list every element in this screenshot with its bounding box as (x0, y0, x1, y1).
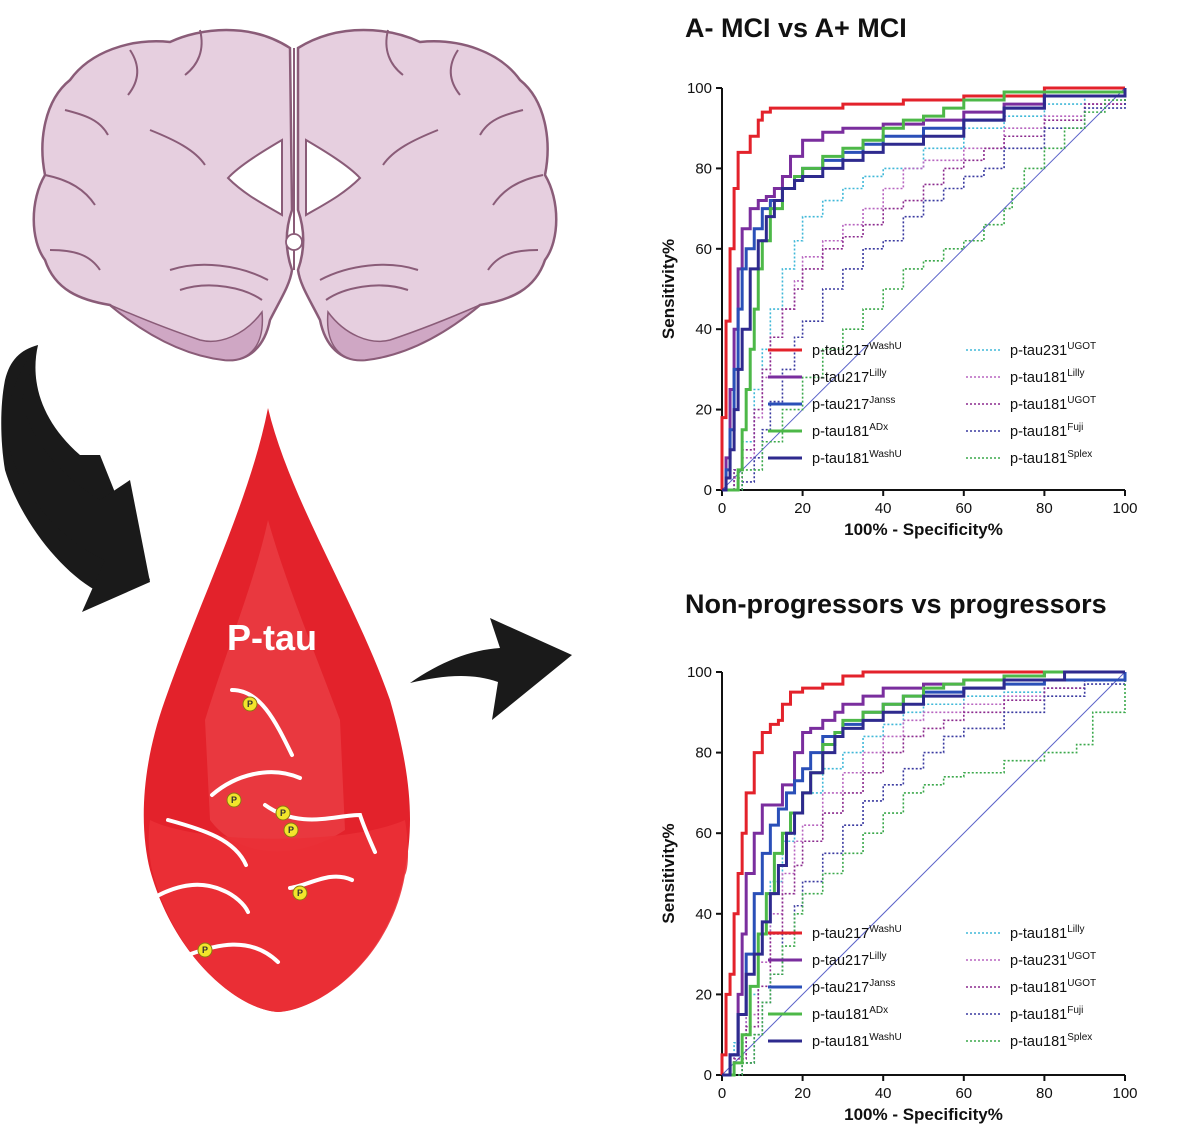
roc-curve-p-tau217-Lilly (722, 670, 1125, 1077)
legend-entry: p-tau217Lilly (812, 368, 886, 386)
chart-title: Non-progressors vs progressors (685, 589, 1107, 619)
roc-curve-p-tau231-UGOT (722, 88, 1126, 491)
legend-entry: p-tau181Splex (1010, 1032, 1092, 1050)
legend-entry: p-tau181Fuji (1010, 1005, 1083, 1023)
y-tick-label: 80 (695, 160, 712, 177)
legend-entry: p-tau231UGOT (1010, 341, 1096, 359)
blood-drop-icon: P-tau P P P P P P (143, 408, 410, 1012)
x-tick-label: 20 (794, 500, 811, 517)
legend-entry: p-tau181Fuji (1010, 422, 1083, 440)
legend-entry: p-tau181UGOT (1010, 978, 1096, 996)
x-tick-label: 20 (794, 1085, 811, 1102)
y-tick-label: 0 (704, 1067, 712, 1084)
y-tick-label: 60 (695, 825, 712, 842)
legend-entry: p-tau181Splex (1010, 449, 1092, 467)
legend-entry: p-tau217Lilly (812, 951, 886, 969)
phospho-letter: P (247, 699, 253, 709)
y-tick-label: 100 (687, 664, 712, 681)
roc-curve-p-tau181-Fuji (722, 88, 1126, 491)
y-tick-label: 0 (704, 482, 712, 499)
roc-chart-amyloid: A- MCI vs A+ MCI 0 20 40 60 80 100 0 20 40 60 80 100… (659, 13, 1138, 539)
roc-curve-p-tau217-WashU (720, 670, 1125, 1075)
y-tick-label: 40 (695, 321, 712, 338)
drop-label: P-tau (227, 617, 317, 658)
phospho-letter: P (280, 808, 286, 818)
legend-entry: p-tau231UGOT (1010, 951, 1096, 969)
right-arrow-icon (410, 618, 572, 720)
roc-curve-p-tau181-ADx (722, 88, 1127, 492)
x-tick-label: 40 (875, 500, 892, 517)
roc-curve-p-tau217-WashU (720, 86, 1125, 490)
y-tick-label: 40 (695, 906, 712, 923)
phospho-markers: P P P P P P (197, 696, 308, 958)
y-tick-label: 60 (695, 241, 712, 258)
x-tick-label: 100 (1112, 1085, 1137, 1102)
phospho-letter: P (288, 825, 294, 835)
legend-entry: p-tau181UGOT (1010, 395, 1096, 413)
x-tick-label: 40 (875, 1085, 892, 1102)
y-tick-label: 20 (695, 986, 712, 1003)
y-axis-label: Sensitivity% (659, 823, 678, 923)
x-tick-label: 80 (1036, 1085, 1053, 1102)
roc-curve-p-tau181-WashU (722, 670, 1125, 1077)
x-tick-label: 60 (955, 1085, 972, 1102)
x-tick-label: 60 (955, 500, 972, 517)
legend-entry: p-tau181WashU (812, 449, 902, 467)
roc-curve-p-tau181-UGOT (722, 672, 1126, 1076)
x-tick-label: 0 (718, 1085, 726, 1102)
reference-line (721, 671, 1126, 1076)
tau-filaments (148, 688, 377, 964)
legend-entry: p-tau181WashU (812, 1032, 902, 1050)
phospho-letter: P (202, 945, 208, 955)
legend-entry: p-tau181Lilly (1010, 924, 1084, 942)
y-axis-label: Sensitivity% (659, 239, 678, 339)
x-axis-label: 100% - Specificity% (844, 520, 1003, 539)
y-tick-label: 80 (695, 745, 712, 762)
y-tick-label: 100 (687, 80, 712, 97)
legend-entry: p-tau217Janss (812, 395, 895, 413)
legend-entry: p-tau181ADx (812, 422, 888, 440)
roc-chart-progression: Non-progressors vs progressors 0 20 40 60 80 1… (659, 589, 1138, 1124)
chart-title: A- MCI vs A+ MCI (685, 13, 907, 43)
roc-curve-p-tau181-Lilly (722, 88, 1126, 491)
legend-entry: p-tau217Janss (812, 978, 895, 996)
y-tick-label: 20 (695, 402, 712, 419)
legend-entry: p-tau181ADx (812, 1005, 888, 1023)
x-axis-label: 100% - Specificity% (844, 1105, 1003, 1124)
x-tick-label: 0 (718, 500, 726, 517)
roc-curve-p-tau181-UGOT (722, 88, 1126, 491)
reference-line (721, 87, 1126, 491)
roc-curve-p-tau181-WashU (722, 88, 1127, 492)
curved-arrow-body (7, 345, 151, 612)
legend-entry: p-tau181Lilly (1010, 368, 1084, 386)
roc-curve-p-tau181-Splex (722, 88, 1126, 491)
phospho-letter: P (297, 888, 303, 898)
legend-entry: p-tau217WashU (812, 341, 902, 359)
x-tick-label: 100 (1112, 500, 1137, 517)
x-tick-label: 80 (1036, 500, 1053, 517)
legend-entry: p-tau217WashU (812, 924, 902, 942)
brain-coronal-icon (32, 28, 558, 362)
phospho-letter: P (231, 795, 237, 805)
